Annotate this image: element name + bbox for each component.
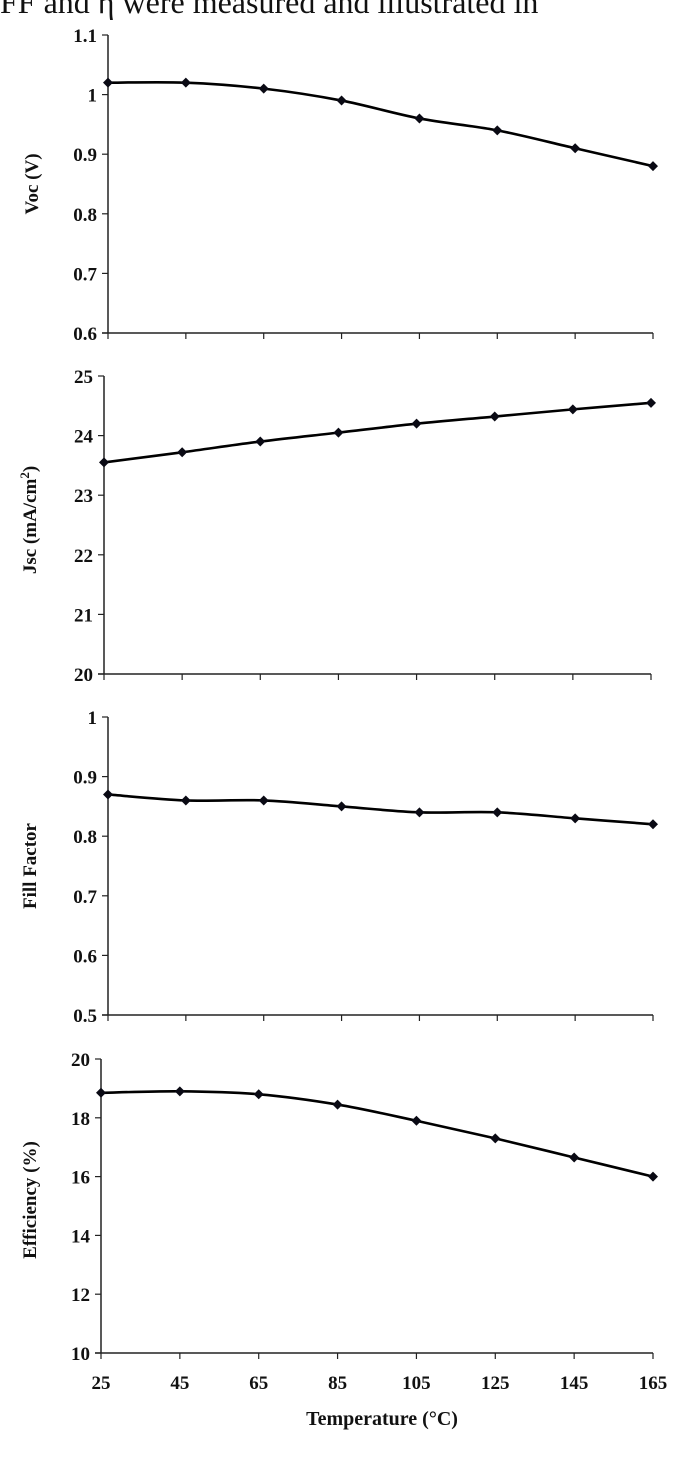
diamond-marker — [414, 113, 425, 124]
x-tick-label: 85 — [328, 1373, 347, 1394]
data-line — [100, 1090, 654, 1178]
chart-panel-1: 0.6 0.7 0.8 0.9 1 1.1 Voc (V) — [22, 26, 658, 345]
diamond-marker — [177, 447, 188, 458]
y-tick-label: 10 — [71, 1344, 90, 1365]
diamond-marker — [648, 1171, 658, 1182]
x-tick-label: 165 — [639, 1373, 668, 1394]
x-tick-label: 145 — [560, 1373, 589, 1394]
caption-fragment: FF and η were measured and illustrated i… — [0, 0, 539, 20]
chart-panel-2: 20 21 22 23 24 25 Jsc (mA/cm2) — [17, 367, 656, 686]
y-axis-title: Voc (V) — [22, 153, 43, 214]
y-tick-label: 0.5 — [73, 1006, 97, 1027]
diamond-marker — [258, 795, 269, 806]
y-tick-label: 0.9 — [73, 145, 97, 166]
y-tick-label: 0.6 — [73, 324, 97, 345]
data-line — [107, 793, 654, 826]
y-tick-label: 14 — [71, 1226, 91, 1247]
diamond-marker — [411, 1115, 422, 1126]
diamond-marker — [255, 436, 266, 447]
y-tick-label: 23 — [74, 486, 93, 507]
y-tick-label: 1 — [88, 86, 98, 107]
diamond-marker — [253, 1089, 264, 1100]
y-axis-title: Efficiency (%) — [20, 1141, 41, 1259]
diamond-marker — [96, 1087, 106, 1098]
y-tick-label: 0.7 — [73, 264, 97, 285]
x-tick-label: 65 — [249, 1373, 268, 1394]
x-tick-label: 125 — [481, 1373, 510, 1394]
diamond-marker — [569, 1152, 580, 1163]
diamond-marker — [258, 83, 269, 94]
diamond-marker — [570, 813, 581, 824]
diamond-marker — [336, 801, 347, 812]
y-tick-label: 24 — [74, 427, 94, 448]
diamond-marker — [646, 397, 656, 408]
diamond-marker — [490, 1133, 501, 1144]
diamond-marker — [103, 789, 113, 800]
data-line — [107, 80, 654, 168]
diamond-marker — [332, 1099, 343, 1110]
data-line — [103, 401, 652, 464]
diamond-marker — [180, 795, 191, 806]
y-tick-label: 0.8 — [73, 827, 97, 848]
diamond-marker — [174, 1086, 185, 1097]
y-tick-label: 16 — [71, 1168, 90, 1189]
x-tick-label: 45 — [170, 1373, 189, 1394]
diamond-marker — [492, 807, 503, 818]
y-tick-label: 21 — [74, 605, 93, 626]
x-tick-label: 105 — [402, 1373, 431, 1394]
y-tick-label: 0.9 — [73, 768, 97, 789]
diamond-marker — [180, 77, 191, 88]
y-tick-label: 25 — [74, 367, 93, 388]
diamond-marker — [648, 819, 658, 830]
chart-panel-4: 10 12 14 16 18 20 Efficiency (%) 25 45 65 85 105 125… — [20, 1050, 667, 1430]
diamond-marker — [411, 418, 422, 429]
y-tick-label: 0.7 — [73, 887, 97, 908]
diamond-marker — [103, 77, 113, 88]
y-tick-label: 12 — [71, 1285, 90, 1306]
y-tick-label: 1 — [88, 708, 98, 729]
y-tick-label: 0.6 — [73, 946, 97, 967]
x-tick-label: 25 — [92, 1373, 111, 1394]
diamond-marker — [414, 807, 425, 818]
diamond-marker — [336, 95, 347, 106]
diamond-marker — [99, 457, 109, 468]
y-axis-title: Jsc (mA/cm2) — [17, 466, 42, 574]
diamond-marker — [489, 411, 500, 422]
y-tick-label: 1.1 — [73, 26, 97, 47]
diamond-marker — [648, 161, 658, 172]
y-tick-label: 18 — [71, 1109, 90, 1130]
diamond-marker — [333, 427, 344, 438]
diamond-marker — [567, 404, 578, 415]
chart-panel-3: 0.5 0.6 0.7 0.8 0.9 1 Fill Factor — [20, 708, 658, 1027]
x-axis-title: Temperature (°C) — [306, 1408, 458, 1430]
diamond-marker — [492, 125, 503, 136]
y-tick-label: 20 — [71, 1050, 90, 1071]
diamond-marker — [570, 143, 581, 154]
y-tick-label: 22 — [74, 546, 93, 567]
y-tick-label: 20 — [74, 665, 93, 686]
y-axis-title: Fill Factor — [20, 822, 41, 909]
y-tick-label: 0.8 — [73, 205, 97, 226]
